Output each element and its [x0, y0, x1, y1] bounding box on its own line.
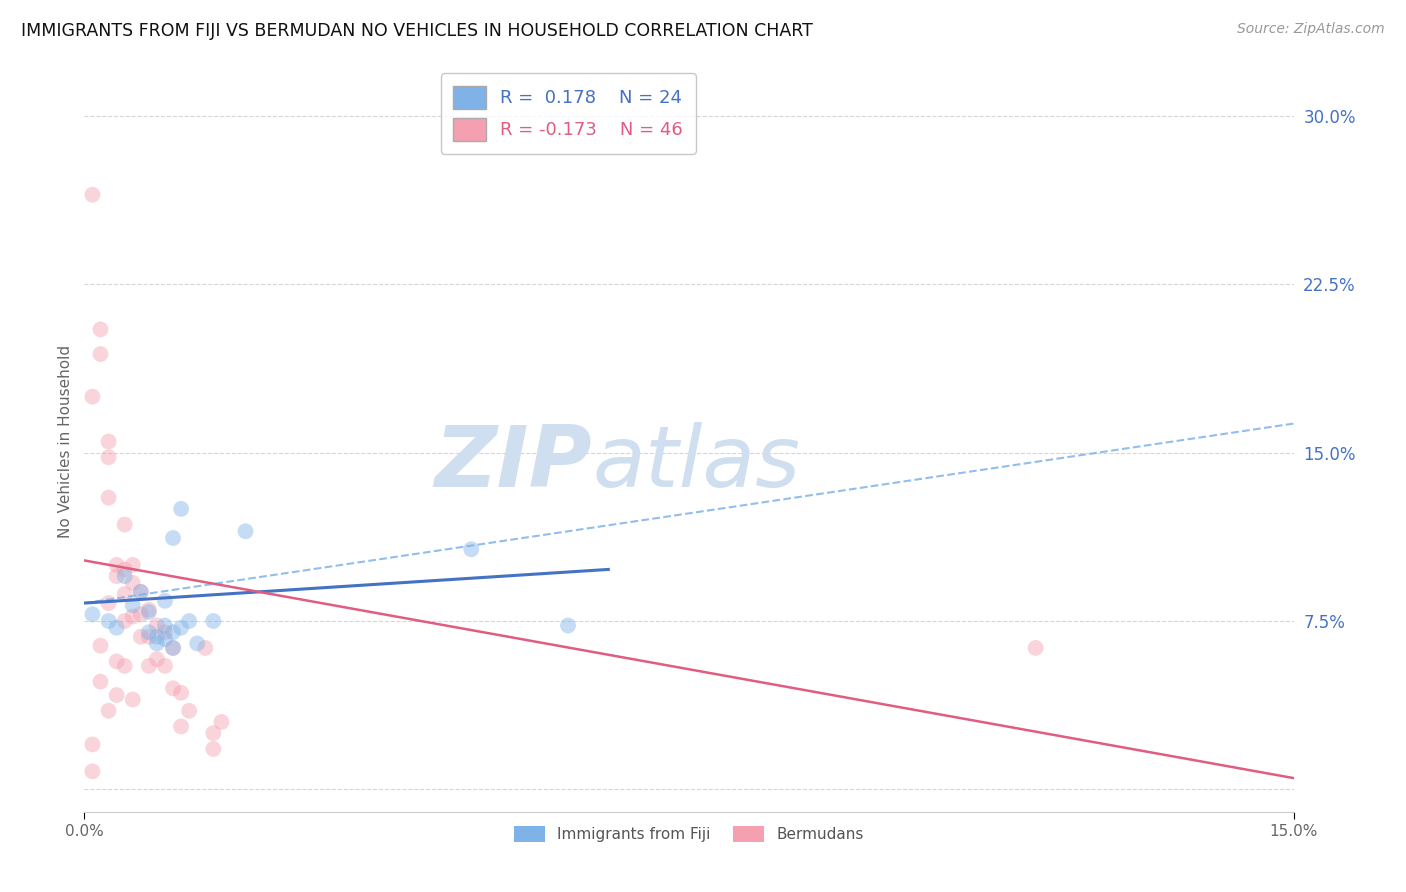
Point — [146, 636, 169, 650]
Point — [138, 630, 160, 644]
Point — [138, 605, 160, 619]
Point — [97, 704, 120, 718]
Point — [105, 558, 128, 572]
Text: atlas: atlas — [592, 422, 800, 505]
Point — [82, 187, 104, 202]
Point — [114, 614, 136, 628]
Point — [105, 688, 128, 702]
Point — [235, 524, 257, 539]
Point — [121, 558, 143, 572]
Point — [557, 618, 579, 632]
Point — [153, 618, 176, 632]
Point — [121, 575, 143, 590]
Point — [186, 636, 208, 650]
Point — [194, 640, 217, 655]
Point — [82, 764, 104, 779]
Point — [179, 614, 201, 628]
Point — [162, 640, 184, 655]
Point — [82, 607, 104, 622]
Point — [138, 603, 160, 617]
Point — [105, 621, 128, 635]
Point — [138, 625, 160, 640]
Point — [209, 714, 232, 729]
Point — [114, 659, 136, 673]
Point — [89, 322, 111, 336]
Point — [153, 659, 176, 673]
Point — [202, 726, 225, 740]
Point — [170, 719, 193, 733]
Point — [153, 625, 176, 640]
Point — [89, 347, 111, 361]
Point — [179, 704, 201, 718]
Point — [162, 640, 184, 655]
Point — [97, 491, 120, 505]
Point — [129, 607, 152, 622]
Point — [170, 621, 193, 635]
Point — [129, 585, 152, 599]
Point — [460, 542, 482, 557]
Point — [121, 692, 143, 706]
Point — [97, 614, 120, 628]
Point — [138, 659, 160, 673]
Legend: Immigrants from Fiji, Bermudans: Immigrants from Fiji, Bermudans — [508, 821, 870, 848]
Point — [114, 562, 136, 576]
Y-axis label: No Vehicles in Household: No Vehicles in Household — [58, 345, 73, 538]
Point — [146, 630, 169, 644]
Point — [170, 686, 193, 700]
Point — [153, 594, 176, 608]
Text: IMMIGRANTS FROM FIJI VS BERMUDAN NO VEHICLES IN HOUSEHOLD CORRELATION CHART: IMMIGRANTS FROM FIJI VS BERMUDAN NO VEHI… — [21, 22, 813, 40]
Point — [162, 531, 184, 545]
Point — [114, 517, 136, 532]
Point — [89, 639, 111, 653]
Point — [1025, 640, 1047, 655]
Point — [153, 632, 176, 646]
Point — [121, 599, 143, 613]
Point — [97, 596, 120, 610]
Text: Source: ZipAtlas.com: Source: ZipAtlas.com — [1237, 22, 1385, 37]
Point — [105, 654, 128, 668]
Text: ZIP: ZIP — [434, 422, 592, 505]
Point — [146, 652, 169, 666]
Point — [146, 618, 169, 632]
Point — [82, 390, 104, 404]
Point — [89, 674, 111, 689]
Point — [97, 450, 120, 465]
Point — [170, 501, 193, 516]
Point — [129, 630, 152, 644]
Point — [121, 609, 143, 624]
Point — [114, 587, 136, 601]
Point — [202, 742, 225, 756]
Point — [97, 434, 120, 449]
Point — [105, 569, 128, 583]
Point — [162, 625, 184, 640]
Point — [129, 585, 152, 599]
Point — [82, 738, 104, 752]
Point — [162, 681, 184, 696]
Point — [114, 569, 136, 583]
Point — [202, 614, 225, 628]
